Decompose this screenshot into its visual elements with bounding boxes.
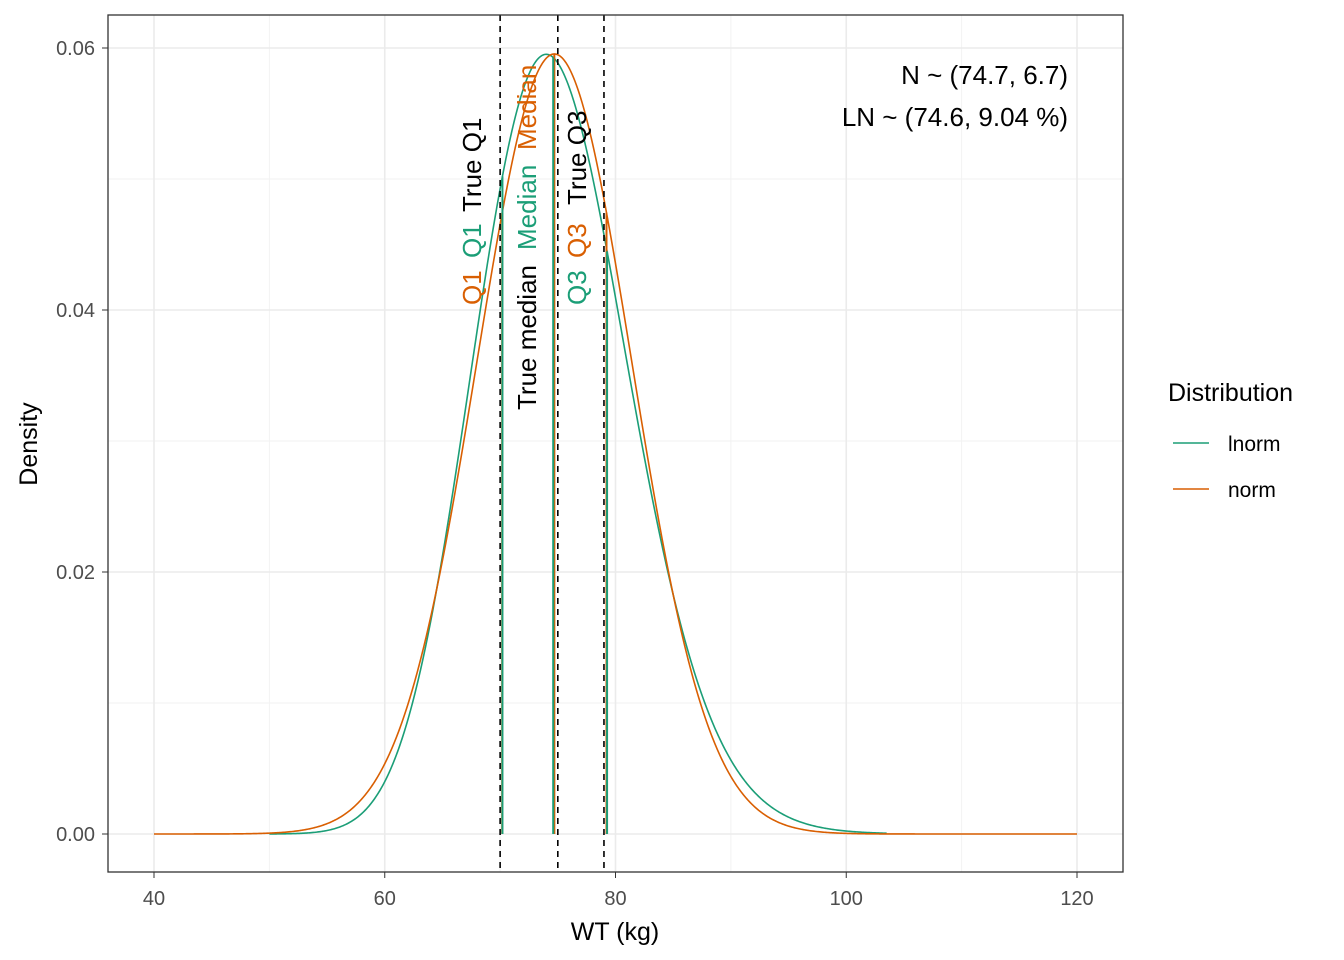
quartile-lines xyxy=(499,15,609,872)
y-tick-label: 0.04 xyxy=(56,300,95,322)
axis-ticks: 40 60 80 100 120 0.00 0.02 0.04 0.06 xyxy=(56,38,1094,910)
x-tick-label: 120 xyxy=(1060,888,1093,910)
line-label: Median xyxy=(512,165,542,250)
x-axis-title: WT (kg) xyxy=(571,918,659,946)
line-label: Q3 xyxy=(562,223,592,258)
legend: Distribution lnorm norm xyxy=(1168,379,1293,502)
y-tick-label: 0.00 xyxy=(56,824,95,846)
legend-label-lnorm: lnorm xyxy=(1228,433,1281,456)
legend-title: Distribution xyxy=(1168,379,1293,407)
line-labels: Q1 Q1 True Q1 Median Median True median True Q… xyxy=(457,65,592,410)
x-tick-label: 60 xyxy=(374,888,396,910)
annotation-normal: N ~ (74.7, 6.7) xyxy=(901,60,1068,90)
density-curve-norm xyxy=(154,53,1077,835)
y-axis-title: Density xyxy=(15,402,43,486)
x-tick-label: 40 xyxy=(143,888,165,910)
line-label: True Q3 xyxy=(562,111,592,205)
line-label: Median xyxy=(512,65,542,150)
y-tick-label: 0.02 xyxy=(56,562,95,584)
line-label: Q1 xyxy=(457,223,487,258)
y-tick-label: 0.06 xyxy=(56,38,95,60)
line-label: True Q1 xyxy=(457,118,487,212)
density-curve-lnorm xyxy=(269,53,887,835)
x-tick-label: 80 xyxy=(604,888,626,910)
line-label: True median xyxy=(512,265,542,410)
annotation-lognormal: LN ~ (74.6, 9.04 %) xyxy=(842,102,1068,132)
curves xyxy=(154,53,1077,835)
x-tick-label: 100 xyxy=(830,888,863,910)
legend-label-norm: norm xyxy=(1228,479,1276,502)
line-label: Q3 xyxy=(562,270,592,305)
line-label: Q1 xyxy=(457,270,487,305)
